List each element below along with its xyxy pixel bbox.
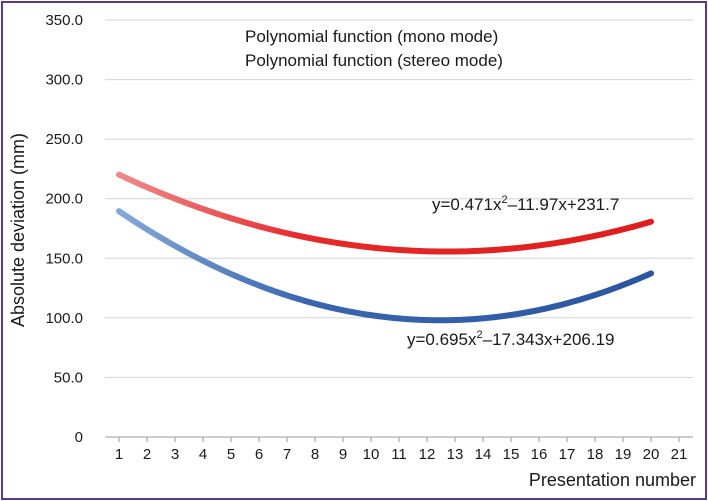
legend: Polynomial function (mono mode) Polynomi…: [197, 27, 503, 70]
y-tick-label: 250.0: [45, 131, 83, 148]
x-tick-label: 12: [419, 446, 436, 463]
gridlines: [105, 19, 693, 438]
x-tick-label: 5: [227, 446, 235, 463]
x-tick-label: 11: [391, 446, 407, 463]
x-tick-label: 18: [587, 446, 604, 463]
x-axis-ticks: 1 2 3 4 5 6 7 8 9 10 11 12 13 14 15 16 17 18 19 20 21: [115, 437, 688, 463]
y-axis-ticks: 0 50.0 100.0 150.0 200.0 250.0 300.0 350.0: [45, 12, 83, 446]
x-tick-label: 16: [531, 446, 548, 463]
x-tick-label: 2: [143, 446, 151, 463]
y-tick-label: 200.0: [45, 191, 83, 208]
y-tick-label: 300.0: [45, 72, 83, 89]
x-tick-label: 15: [503, 446, 520, 463]
curve-stereo: [116, 171, 654, 255]
curve-mono: [116, 208, 654, 324]
y-tick-label: 350.0: [45, 12, 83, 29]
x-tick-label: 4: [199, 446, 207, 463]
equation-stereo: y=0.471x2–11.97x+231.7: [432, 194, 619, 214]
x-tick-label: 14: [475, 446, 492, 463]
y-axis-label: Absolute deviation (mm): [8, 133, 28, 327]
equation-mono: y=0.695x2–17.343x+206.19: [407, 329, 614, 349]
legend-label-stereo: Polynomial function (stereo mode): [245, 51, 503, 70]
x-tick-label: 8: [311, 446, 319, 463]
x-tick-label: 10: [363, 446, 380, 463]
curves: [116, 171, 654, 324]
x-tick-label: 19: [615, 446, 632, 463]
x-tick-label: 7: [283, 446, 291, 463]
x-tick-label: 13: [447, 446, 464, 463]
x-axis-label: Presentation number: [529, 470, 696, 490]
x-tick-label: 3: [171, 446, 179, 463]
x-tick-label: 20: [643, 446, 660, 463]
x-tick-label: 21: [671, 446, 688, 463]
x-tick-label: 9: [339, 446, 347, 463]
y-tick-label: 0: [75, 429, 83, 446]
y-tick-label: 150.0: [45, 250, 83, 267]
x-tick-label: 6: [255, 446, 263, 463]
y-tick-label: 100.0: [45, 310, 83, 327]
y-tick-label: 50.0: [54, 369, 83, 386]
legend-label-mono: Polynomial function (mono mode): [245, 27, 498, 46]
x-tick-label: 1: [115, 446, 123, 463]
x-tick-label: 17: [559, 446, 576, 463]
